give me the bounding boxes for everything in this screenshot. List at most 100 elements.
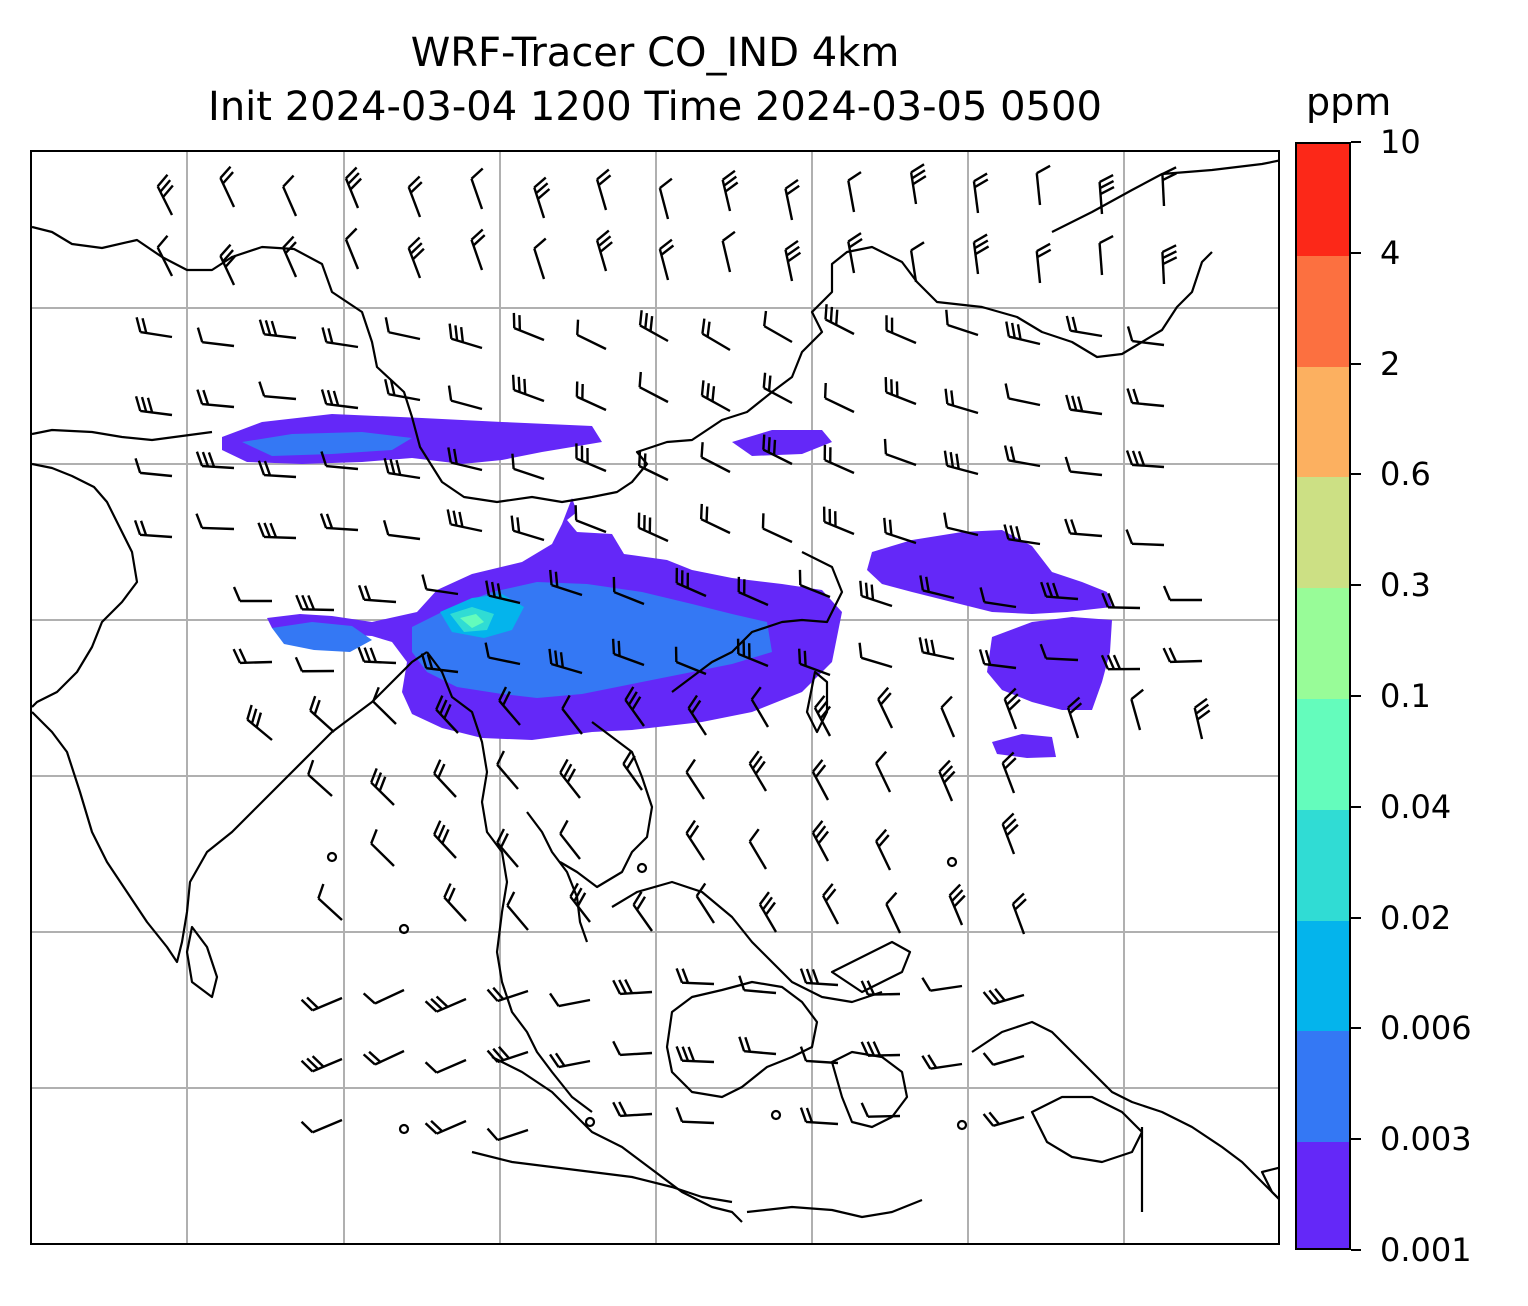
wind-barb [219,243,237,286]
wind-barb-feather [988,1111,1000,1125]
wind-barb [574,505,607,534]
tracer-plume [460,614,484,628]
wind-barb [196,327,235,348]
wind-barb [1040,581,1079,601]
wind-barb-feather [196,327,204,343]
wind-barb-shaft [264,394,297,401]
wind-barb-feather [435,995,449,1008]
wind-barb-feather [705,506,709,522]
wind-barb-calm [326,851,338,863]
wind-barb-feather [798,569,802,586]
wind-barb [938,759,956,802]
wind-barb-shaft [496,763,519,790]
wind-barb-feather [512,312,516,329]
wind-barb-feather [701,318,706,334]
wind-barb-shaft [619,1051,653,1057]
wind-barb-feather [502,691,511,706]
wind-barb-feather [576,319,580,335]
wind-barb-feather [819,705,832,720]
wind-barb [638,371,669,404]
wind-barb-feather [1193,697,1208,709]
wind-barb-feather [255,712,263,728]
wind-barb [638,310,669,343]
wind-barb [559,819,581,860]
wind-barb-shaft [450,399,483,411]
wind-barb-shaft [639,386,669,404]
wind-barb [632,891,653,932]
wind-barb-feather [910,163,925,174]
wind-barb-feather [784,239,799,251]
wind-barb-feather [919,575,925,591]
wind-barb [979,587,1017,609]
wind-barb-feather [637,512,641,528]
wind-barb [362,1049,405,1066]
wind-barb [384,379,421,402]
wind-barb-feather [1003,687,1017,700]
wind-barb-feather [327,328,334,344]
wind-barb [622,750,643,791]
wind-barb-feather [648,517,652,533]
wind-barb-feather [195,451,204,467]
wind-barb [921,1054,963,1070]
wind-barb [721,230,736,273]
wind-barb-feather [140,396,148,413]
wind-barb [944,388,979,415]
colorbar-segment [1297,1141,1349,1248]
wind-barb-feather [930,639,936,656]
wind-barb [612,576,645,606]
wind-barb-feather [369,647,378,663]
wind-barb-feather [1065,394,1072,410]
wind-barb-feather [1077,396,1084,412]
wind-barb-shaft [744,989,777,995]
wind-barb [1066,696,1083,739]
wind-barb-feather [498,686,508,702]
wind-barb-feather [139,520,148,536]
wind-barb-feather [307,759,315,775]
wind-barb-feather [433,820,442,836]
wind-barb-feather [470,167,484,180]
wind-barb-shaft [984,600,1017,609]
wind-barb [784,239,802,282]
wind-barb-feather [924,638,930,654]
wind-barb-feather [974,239,989,250]
wind-barb-feather [982,1052,995,1066]
wind-barb [1098,173,1115,215]
wind-barb-feather [518,315,522,331]
wind-barb-shaft [946,526,979,537]
wind-barb [1003,524,1041,546]
wind-barb [424,1058,467,1074]
wind-barb [799,968,839,987]
wind-barb-feather [945,309,949,326]
wind-barb [761,513,793,544]
wind-barb-feather [446,509,452,525]
wind-barb [1125,450,1165,469]
wind-barb-feather [750,686,762,701]
colorbar-tick [1351,1138,1361,1141]
wind-barb-feather [472,234,486,247]
wind-barb-feather [586,447,589,464]
wind-barb-feather [660,244,675,256]
wind-barb-feather [747,643,751,659]
colorbar-tick-label: 0.1 [1380,677,1431,715]
wind-barb-feather [421,574,428,590]
colorbar-tick-label: 0.6 [1380,455,1431,494]
colorbar-tick-label: 0.003 [1380,1120,1472,1159]
coastline [611,880,883,1004]
wind-barb-feather [1016,324,1022,340]
wind-barb-feather [618,1101,628,1117]
wind-barb-feather [430,997,443,1011]
wind-barb-feather [357,584,366,601]
wind-barb-feather [951,889,964,902]
wind-barb [195,451,235,470]
wind-barb-feather [811,968,820,985]
wind-barb [658,238,675,281]
wind-barb-feather [816,700,829,714]
wind-barb-feather [363,585,372,601]
wind-barb-shaft [576,333,607,351]
wind-barb-feather [496,750,506,766]
wind-barb-feather [675,968,684,984]
wind-barb-shaft [317,897,343,921]
wind-barb-feather [612,1040,622,1056]
wind-barb-feather [767,375,772,391]
wind-barb [496,750,519,790]
